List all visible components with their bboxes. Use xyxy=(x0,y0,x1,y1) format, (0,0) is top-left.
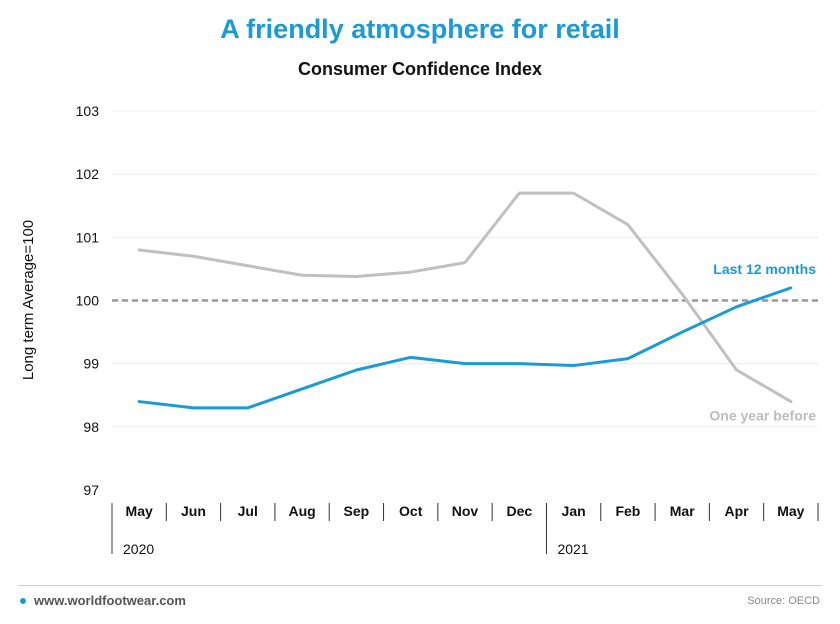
bullet-dot-icon xyxy=(20,597,26,604)
footer-divider xyxy=(18,585,822,586)
y-tick-label: 98 xyxy=(83,419,99,435)
x-tick-label: Dec xyxy=(506,503,532,519)
y-tick-label: 99 xyxy=(83,356,99,372)
line-chart: 97 98 99 100 101 102 103 May Jun Jul Aug Sep Oct Nov… xyxy=(20,103,819,557)
y-tick-label: 103 xyxy=(76,103,100,119)
series-line-0 xyxy=(137,191,793,404)
series-group xyxy=(137,191,793,410)
y-tick-label: 102 xyxy=(76,166,100,182)
y-axis-label: Long term Average=100 xyxy=(20,220,37,380)
x-tick-label: Nov xyxy=(452,503,479,519)
y-tick-label: 101 xyxy=(76,229,100,245)
x-tick-label: Jul xyxy=(238,503,258,519)
x-tick-label: Apr xyxy=(724,503,749,519)
footer-site-text: www.worldfootwear.com xyxy=(34,593,186,608)
x-tick-label: Feb xyxy=(615,503,640,519)
y-tick-label: 97 xyxy=(83,482,99,498)
chart-subtitle: Consumer Confidence Index xyxy=(297,59,543,79)
x-tick-label: May xyxy=(126,503,153,519)
series-label-last-12-months: Last 12 months xyxy=(713,261,816,277)
footer-source: Source: OECD xyxy=(747,595,820,607)
footer-site[interactable]: www.worldfootwear.com xyxy=(20,593,186,608)
x-tick-label: Aug xyxy=(288,503,315,519)
x-tick-label: May xyxy=(777,503,804,519)
x-tick-label: Oct xyxy=(399,503,423,519)
x-tick-label: Sep xyxy=(344,503,370,519)
y-tick-label: 100 xyxy=(76,293,100,309)
series-line-1 xyxy=(137,286,793,410)
x-tick-label: Jun xyxy=(181,503,206,519)
series-label-one-year-before: One year before xyxy=(709,408,816,424)
year-label: 2021 xyxy=(557,541,588,557)
x-tick-label: Jan xyxy=(562,503,586,519)
x-tick-label: Mar xyxy=(670,503,695,519)
y-axis-ticks: 97 98 99 100 101 102 103 xyxy=(76,103,100,498)
x-axis: May Jun Jul Aug Sep Oct Nov Dec Jan Feb Mar Apr May 2… xyxy=(111,503,819,557)
chart-title: A friendly atmosphere for retail xyxy=(220,14,620,44)
year-label: 2020 xyxy=(123,541,154,557)
grid-lines xyxy=(112,110,818,428)
series-labels: Last 12 months One year before xyxy=(709,261,816,424)
